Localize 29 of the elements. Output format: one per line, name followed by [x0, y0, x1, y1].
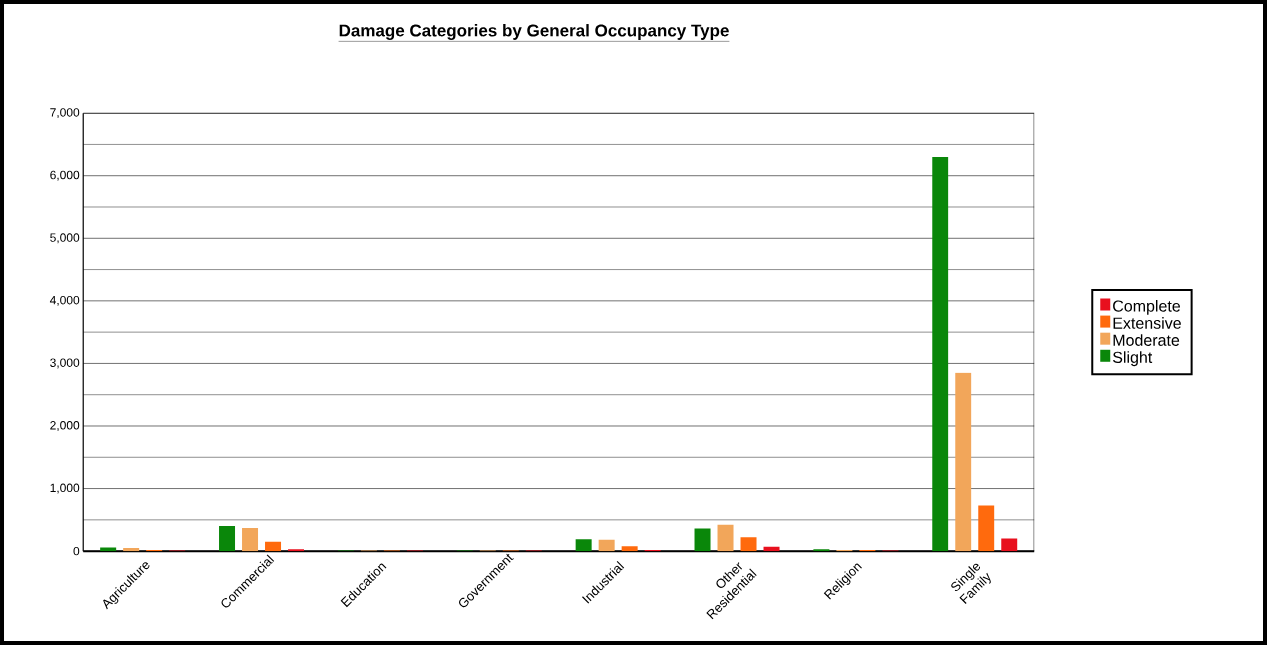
bar [219, 526, 236, 552]
legend-label: Moderate [1113, 334, 1180, 346]
bar [978, 505, 995, 552]
y-tick-label: 6,000 [50, 170, 80, 181]
bar [932, 156, 949, 552]
bar [621, 546, 638, 552]
bar [740, 537, 757, 552]
bar [265, 541, 282, 552]
bar [763, 546, 780, 552]
bar [717, 524, 734, 552]
legend-label: Extensive [1113, 317, 1181, 329]
legend-label: Slight [1112, 351, 1153, 367]
bar [1001, 538, 1018, 552]
y-tick-label: 3,000 [50, 358, 80, 369]
y-tick-label: 0 [73, 546, 80, 556]
bar [100, 547, 117, 552]
bar [575, 539, 592, 552]
bar [694, 528, 711, 552]
bar [955, 372, 972, 552]
bar [123, 548, 140, 552]
y-tick-label: 7,000 [50, 108, 80, 119]
chart-title: Damage Categories by General Occupancy Type [339, 24, 729, 40]
y-tick-label: 4,000 [49, 295, 80, 306]
y-tick-label: 5,000 [50, 233, 80, 244]
bar [598, 539, 615, 552]
y-tick-label: 2,000 [50, 421, 80, 431]
bar [242, 527, 259, 552]
y-tick-label: 1,000 [50, 483, 80, 494]
legend-label: Complete [1113, 299, 1181, 315]
